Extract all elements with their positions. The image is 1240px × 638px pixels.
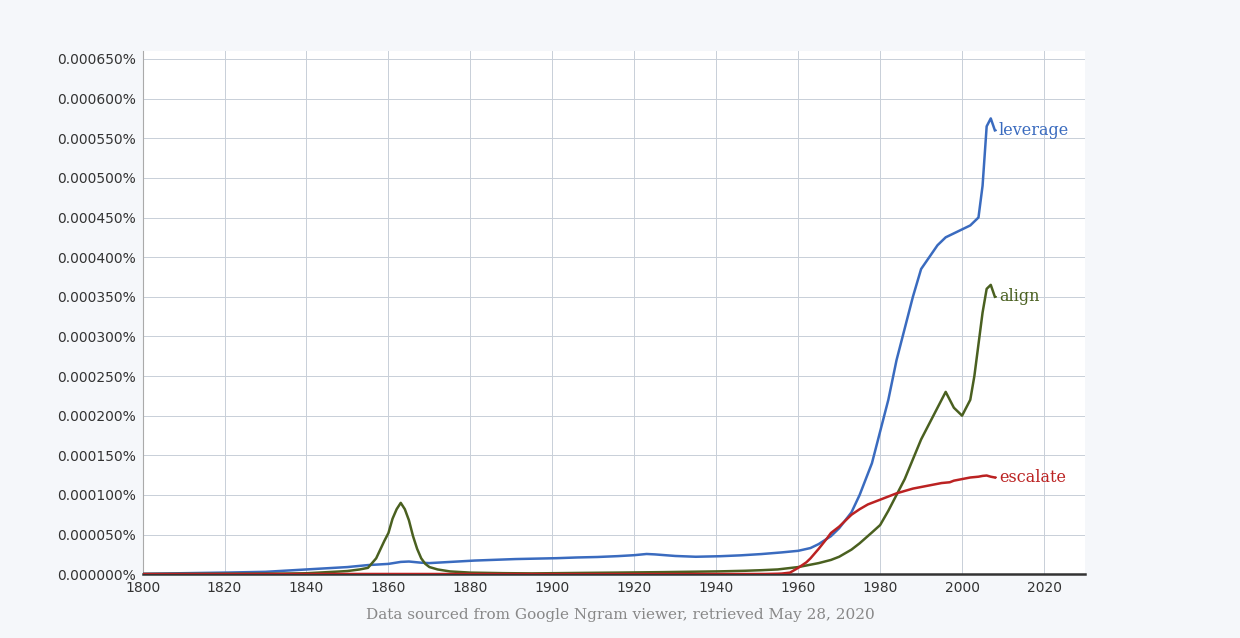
Text: leverage: leverage [994,122,1069,139]
Text: Data sourced from Google Ngram viewer, retrieved May 28, 2020: Data sourced from Google Ngram viewer, r… [366,608,874,622]
Text: escalate: escalate [994,469,1066,486]
Text: align: align [994,288,1039,305]
